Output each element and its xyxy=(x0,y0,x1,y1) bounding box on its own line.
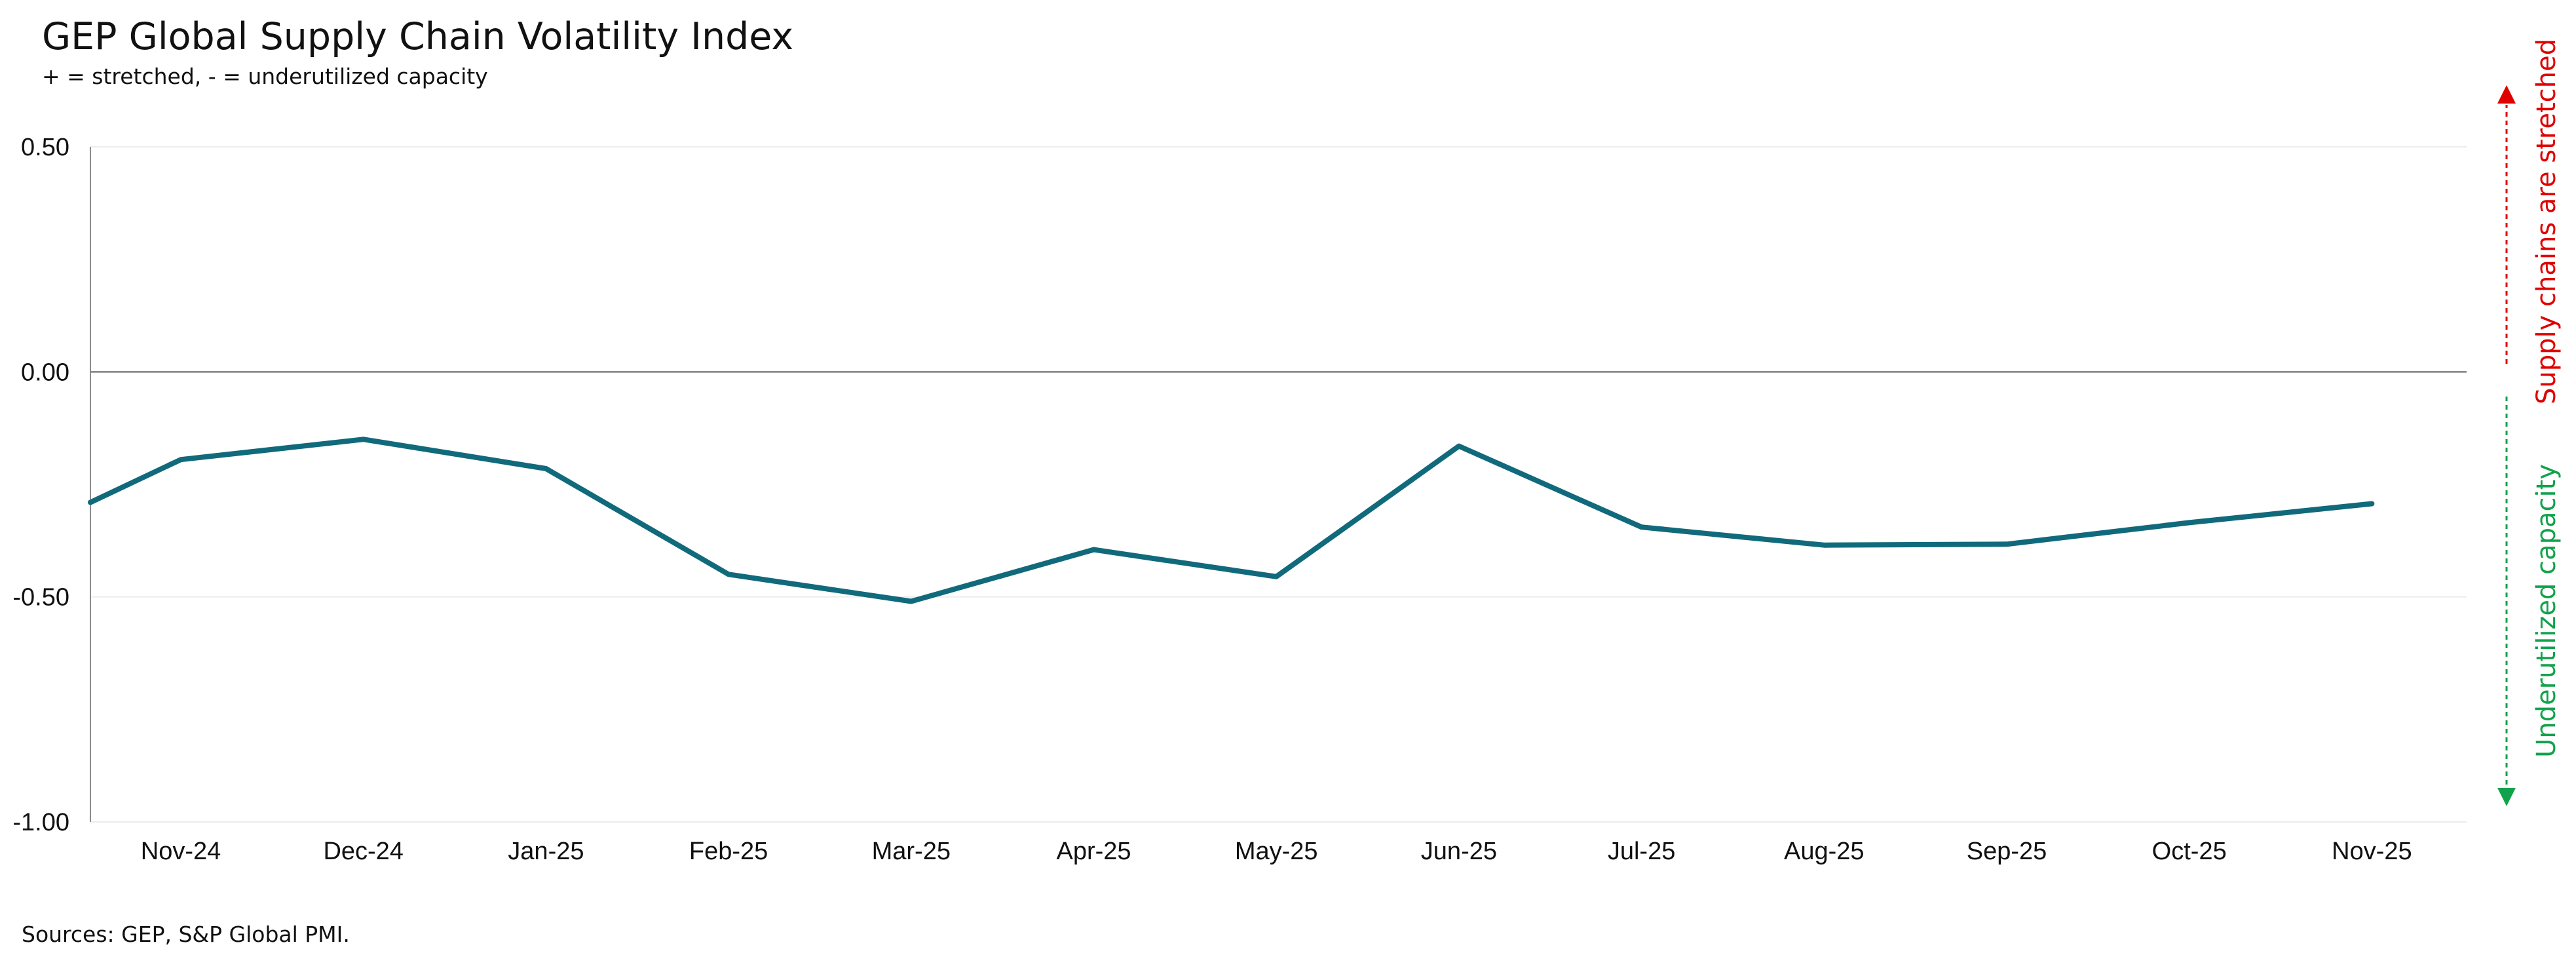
stretched-label: Supply chains are stretched xyxy=(2531,39,2562,404)
y-tick-label: 0.00 xyxy=(21,359,69,386)
series-layer xyxy=(88,437,2375,604)
y-tick-label: 0.50 xyxy=(21,134,69,161)
underutilized-annotation: Underutilized capacity xyxy=(2497,397,2562,806)
x-tick-label: May-25 xyxy=(1235,838,1318,865)
underutilized-label: Underutilized capacity xyxy=(2531,464,2562,758)
x-tick-label: Apr-25 xyxy=(1056,838,1131,865)
x-tick-label: Nov-25 xyxy=(2332,838,2412,865)
y-tick-label: -0.50 xyxy=(12,584,69,612)
up-arrow-icon xyxy=(2497,85,2516,104)
x-tick-label: Jan-25 xyxy=(508,838,584,865)
x-tick-label: Mar-25 xyxy=(872,838,951,865)
x-tick-labels: Nov-24 Dec-24 Jan-25 Feb-25 Mar-25 Apr-25 May-… xyxy=(141,838,2412,865)
source-note: Sources: GEP, S&P Global PMI. xyxy=(22,922,350,947)
y-tick-label: -1.00 xyxy=(12,809,69,836)
x-tick-label: Jul-25 xyxy=(1608,838,1676,865)
x-tick-label: Aug-25 xyxy=(1784,838,1865,865)
x-tick-label: Jun-25 xyxy=(1421,838,1497,865)
gridlines xyxy=(90,146,2467,823)
chart-title: GEP Global Supply Chain Volatility Index xyxy=(42,15,793,58)
x-tick-label: Nov-24 xyxy=(141,838,221,865)
stretched-annotation: Supply chains are stretched xyxy=(2497,39,2562,404)
y-tick-labels: 0.50 0.00 -0.50 -1.00 xyxy=(12,134,69,836)
x-tick-label: Sep-25 xyxy=(1967,838,2047,865)
x-tick-label: Dec-24 xyxy=(323,838,404,865)
x-tick-label: Oct-25 xyxy=(2152,838,2227,865)
x-tick-label: Feb-25 xyxy=(689,838,768,865)
down-arrow-icon xyxy=(2497,788,2516,806)
chart-subtitle: + = stretched, - = underutilized capacit… xyxy=(42,64,488,89)
series-line xyxy=(88,437,2375,604)
